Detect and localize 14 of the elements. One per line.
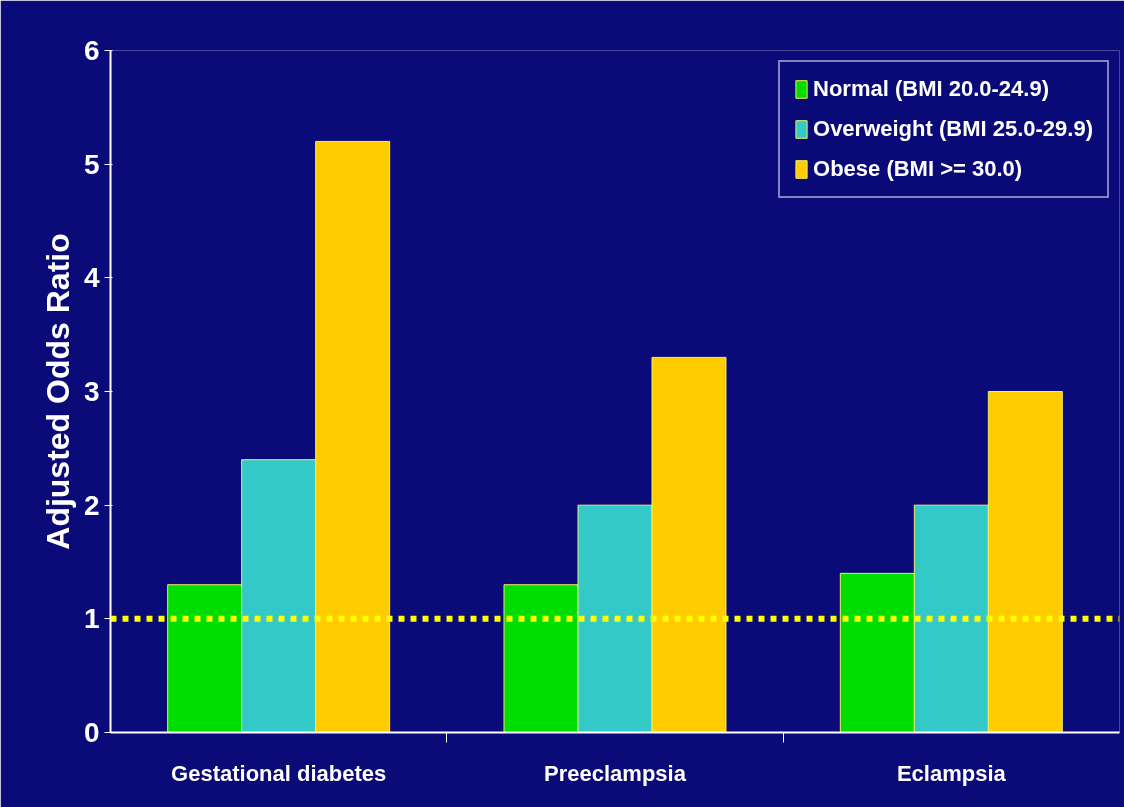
y-axis-title: Adjusted Odds Ratio: [39, 233, 76, 550]
y-tick-label: 1: [83, 603, 100, 635]
y-tick-label: 6: [83, 35, 100, 66]
x-tick-label: Eclampsia: [896, 760, 1007, 786]
y-tick-label: 3: [83, 376, 100, 407]
legend-label: Normal (BMI 20.0-24.9): [813, 76, 1049, 102]
x-tick-label: Gestational diabetes: [171, 760, 387, 786]
y-tick-label: 2: [83, 489, 100, 521]
legend-label: Overweight (BMI 25.0-29.9): [813, 116, 1093, 142]
x-tick-label: Preeclampsia: [544, 760, 687, 786]
y-tick-label: 4: [83, 262, 100, 294]
y-tick-label: 5: [83, 148, 100, 180]
legend-label: Obese (BMI >= 30.0): [813, 156, 1023, 182]
y-tick-label: 0: [83, 717, 100, 748]
